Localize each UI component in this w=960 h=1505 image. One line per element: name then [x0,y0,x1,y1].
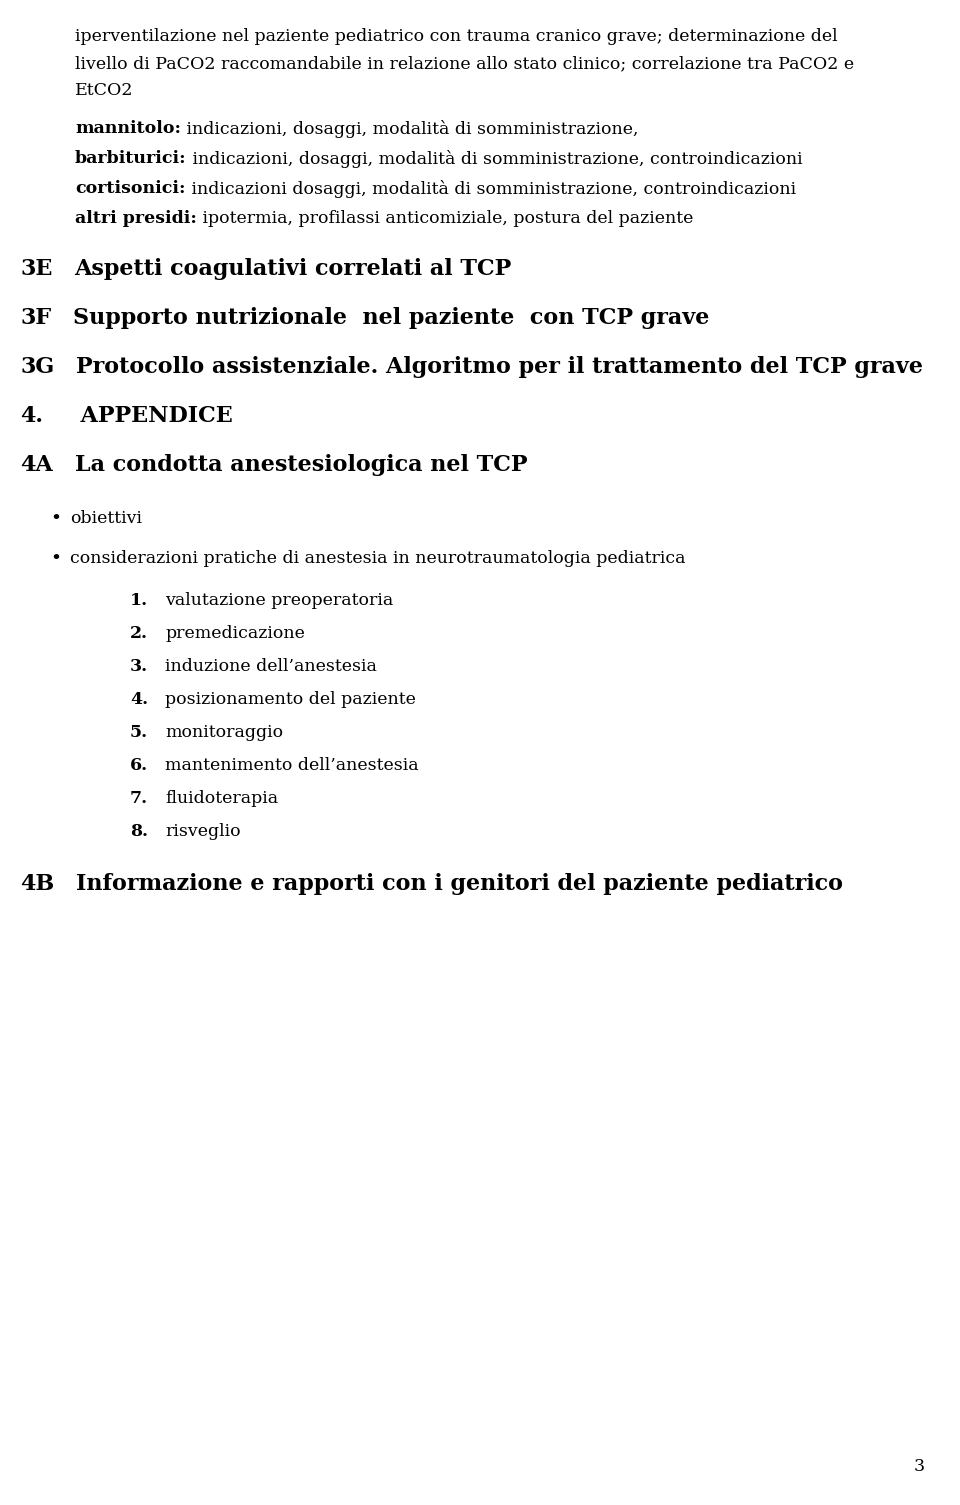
Text: 3G: 3G [20,357,55,378]
Text: indicazioni, dosaggi, modalità di somministrazione,: indicazioni, dosaggi, modalità di sommin… [181,120,638,138]
Text: premedicazione: premedicazione [165,625,305,643]
Text: 3F: 3F [20,307,51,330]
Text: obiettivi: obiettivi [70,510,142,527]
Text: monitoraggio: monitoraggio [165,724,283,740]
Text: indicazioni dosaggi, modalità di somministrazione, controindicazioni: indicazioni dosaggi, modalità di sommini… [185,181,796,199]
Text: indicazioni, dosaggi, modalità di somministrazione, controindicazioni: indicazioni, dosaggi, modalità di sommin… [186,150,803,169]
Text: risveglio: risveglio [165,823,241,840]
Text: 5.: 5. [130,724,148,740]
Text: 7.: 7. [130,790,148,807]
Text: APPENDICE: APPENDICE [65,405,232,427]
Text: 3E: 3E [20,257,53,280]
Text: La condotta anestesiologica nel TCP: La condotta anestesiologica nel TCP [75,455,527,476]
Text: Supporto nutrizionale  nel paziente  con TCP grave: Supporto nutrizionale nel paziente con T… [73,307,709,330]
Text: EtCO2: EtCO2 [75,81,133,99]
Text: barbiturici:: barbiturici: [75,150,186,167]
Text: 4A: 4A [20,455,53,476]
Text: mannitolo:: mannitolo: [75,120,181,137]
Text: 3: 3 [914,1458,925,1475]
Text: 3.: 3. [130,658,148,676]
Text: iperventilazione nel paziente pediatrico con trauma cranico grave; determinazion: iperventilazione nel paziente pediatrico… [75,29,838,45]
Text: •: • [50,510,61,528]
Text: ipotermia, profilassi anticomiziale, postura del paziente: ipotermia, profilassi anticomiziale, pos… [197,211,693,227]
Text: valutazione preoperatoria: valutazione preoperatoria [165,591,394,610]
Text: considerazioni pratiche di anestesia in neurotraumatologia pediatrica: considerazioni pratiche di anestesia in … [70,549,685,567]
Text: fluidoterapia: fluidoterapia [165,790,278,807]
Text: Aspetti coagulativi correlati al TCP: Aspetti coagulativi correlati al TCP [74,257,512,280]
Text: Protocollo assistenziale. Algoritmo per il trattamento del TCP grave: Protocollo assistenziale. Algoritmo per … [76,357,924,378]
Text: mantenimento dell’anestesia: mantenimento dell’anestesia [165,757,419,774]
Text: Informazione e rapporti con i genitori del paziente pediatrico: Informazione e rapporti con i genitori d… [76,873,843,895]
Text: cortisonici:: cortisonici: [75,181,185,197]
Text: posizionamento del paziente: posizionamento del paziente [165,691,416,707]
Text: •: • [50,549,61,567]
Text: livello di PaCO2 raccomandabile in relazione allo stato clinico; correlazione tr: livello di PaCO2 raccomandabile in relaz… [75,56,854,72]
Text: 1.: 1. [130,591,148,610]
Text: 8.: 8. [130,823,148,840]
Text: altri presidi:: altri presidi: [75,211,197,227]
Text: 2.: 2. [130,625,148,643]
Text: 4.: 4. [130,691,148,707]
Text: 4.: 4. [20,405,43,427]
Text: 6.: 6. [130,757,148,774]
Text: induzione dell’anestesia: induzione dell’anestesia [165,658,377,676]
Text: 4B: 4B [20,873,55,895]
